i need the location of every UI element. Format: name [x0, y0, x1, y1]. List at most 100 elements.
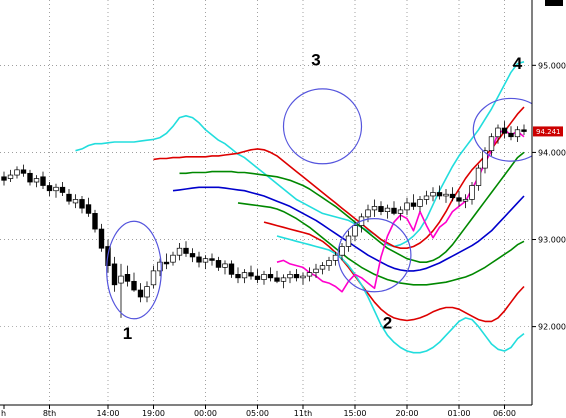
annotation-label-3: 3: [311, 50, 320, 69]
candle-26: [170, 251, 176, 266]
indicator-line-1: [153, 106, 525, 249]
y-tick-label-1: 94.000: [538, 148, 566, 157]
candle-body-0: [1, 176, 7, 181]
candle-25: [163, 253, 170, 270]
annotation-circle-2: [337, 218, 412, 293]
x-tick-label-6: 11th: [294, 409, 312, 418]
annotation-labels: 1 2 3 4: [123, 50, 523, 342]
candle-20: [131, 272, 137, 292]
candle-body-28: [183, 247, 189, 254]
candle-8: [53, 183, 59, 198]
candle-body-57: [371, 206, 378, 211]
candle-19: [124, 265, 131, 287]
candle-62: [404, 197, 410, 216]
candle-31: [202, 255, 209, 270]
candle-38: [248, 265, 254, 280]
candle-21: [137, 283, 144, 303]
candle-body-29: [189, 253, 196, 258]
candle-body-38: [248, 272, 254, 277]
candle-65: [423, 190, 430, 205]
candle-body-32: [209, 258, 215, 261]
candle-57: [371, 199, 378, 217]
candle-79: [514, 126, 521, 142]
candle-body-35: [228, 263, 235, 275]
candle-body-19: [124, 274, 131, 282]
candle-76: [495, 124, 501, 144]
candle-body-36: [235, 274, 241, 279]
candle-body-46: [300, 275, 306, 279]
candle-body-79: [514, 129, 521, 138]
candle-32: [209, 253, 215, 266]
candle-12: [79, 195, 85, 214]
candle-body-33: [215, 260, 222, 268]
candle-body-11: [72, 199, 79, 204]
candle-60: [391, 201, 397, 216]
candle-body-43: [280, 277, 287, 282]
candle-body-53: [345, 235, 352, 247]
candle-1: [7, 169, 14, 183]
candle-body-61: [397, 209, 404, 214]
indicator-line-2: [179, 151, 525, 264]
candle-body-15: [98, 228, 105, 249]
candle-body-52: [339, 246, 345, 256]
candle-body-70: [456, 197, 462, 202]
candle-body-1: [7, 174, 14, 179]
candle-body-77: [501, 127, 508, 134]
candle-33: [215, 256, 222, 271]
y-axis-ticks: 95.000 94.000 93.000 92.000: [532, 61, 566, 332]
candle-body-23: [150, 270, 157, 286]
annotation-label-4: 4: [513, 54, 523, 73]
candle-75: [488, 133, 495, 156]
candle-69: [449, 187, 456, 202]
candle-body-24: [157, 261, 163, 272]
candle-55: [358, 213, 365, 233]
price-axis-panel: [532, 0, 566, 405]
x-tick-label-7: 15:00: [343, 409, 366, 418]
candle-35: [228, 260, 235, 278]
candle-body-4: [27, 172, 33, 183]
indicator-line-6: [276, 235, 525, 354]
candle-body-78: [508, 132, 514, 138]
candle-body-71: [462, 199, 469, 202]
x-tick-label-5: 05:00: [246, 409, 269, 418]
candle-29: [189, 248, 196, 263]
y-tick-label-3: 92.000: [538, 323, 566, 332]
candle-43: [280, 274, 287, 289]
candle-39: [254, 269, 261, 284]
candle-4: [27, 169, 33, 186]
candle-body-13: [85, 204, 92, 214]
candle-64: [417, 195, 423, 212]
candle-body-2: [14, 169, 20, 176]
candle-body-20: [131, 280, 137, 291]
last-price-label: 94.241: [536, 128, 561, 136]
candle-7: [46, 182, 53, 196]
candle-2: [14, 166, 20, 179]
candle-body-63: [410, 202, 417, 207]
candle-body-50: [326, 260, 332, 266]
candle-body-31: [202, 258, 209, 263]
annotation-circles: [106, 88, 550, 320]
indicator-line-0: [75, 61, 525, 248]
candle-body-58: [378, 206, 384, 212]
candle-67: [436, 185, 443, 200]
x-tick-label-4: 00:00: [194, 409, 217, 418]
candle-30: [196, 251, 202, 268]
annotation-circle-1: [282, 88, 363, 165]
candle-body-42: [274, 277, 280, 282]
candle-body-56: [365, 209, 371, 218]
x-axis-ticks: h 8th 14:00 19:00 00:00 05:00 11th 15:00 20:00 01…: [1, 405, 516, 418]
candle-14: [92, 209, 98, 233]
candle-44: [287, 270, 293, 284]
candle-body-3: [20, 169, 27, 174]
candle-body-5: [33, 178, 40, 183]
candle-body-60: [391, 207, 397, 214]
indicator-line-4: [237, 202, 525, 286]
candle-body-69: [449, 193, 456, 199]
candle-body-74: [482, 150, 488, 169]
x-tick-label-8: 20:00: [395, 409, 418, 418]
candle-body-73: [475, 167, 482, 186]
candle-body-25: [163, 261, 170, 265]
candle-15: [98, 223, 105, 252]
candle-body-51: [332, 254, 339, 261]
